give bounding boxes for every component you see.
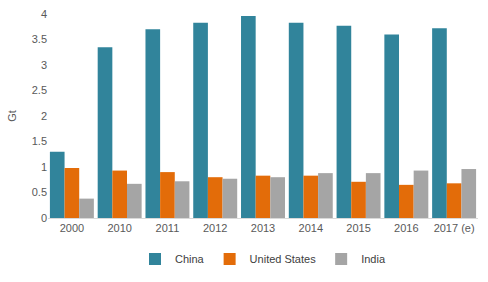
svg-text:2: 2 bbox=[41, 110, 47, 122]
svg-text:2013: 2013 bbox=[251, 222, 275, 234]
svg-text:4: 4 bbox=[41, 8, 47, 20]
svg-text:2011: 2011 bbox=[156, 222, 180, 234]
svg-text:2.5: 2.5 bbox=[32, 84, 47, 96]
svg-text:2016: 2016 bbox=[394, 222, 418, 234]
svg-text:1: 1 bbox=[41, 161, 47, 173]
svg-text:2012: 2012 bbox=[203, 222, 227, 234]
svg-text:2014: 2014 bbox=[299, 222, 323, 234]
svg-text:1.5: 1.5 bbox=[32, 135, 47, 147]
svg-text:0: 0 bbox=[41, 212, 47, 224]
svg-text:2010: 2010 bbox=[107, 222, 131, 234]
svg-text:2015: 2015 bbox=[346, 222, 370, 234]
svg-text:India: India bbox=[361, 253, 386, 265]
svg-text:Gt: Gt bbox=[6, 110, 18, 122]
svg-text:3: 3 bbox=[41, 59, 47, 71]
svg-text:2000: 2000 bbox=[60, 222, 84, 234]
svg-text:United States: United States bbox=[250, 253, 317, 265]
svg-text:China: China bbox=[175, 253, 205, 265]
svg-text:0.5: 0.5 bbox=[32, 186, 47, 198]
svg-text:3.5: 3.5 bbox=[32, 33, 47, 45]
svg-text:2017 (e): 2017 (e) bbox=[434, 222, 475, 234]
